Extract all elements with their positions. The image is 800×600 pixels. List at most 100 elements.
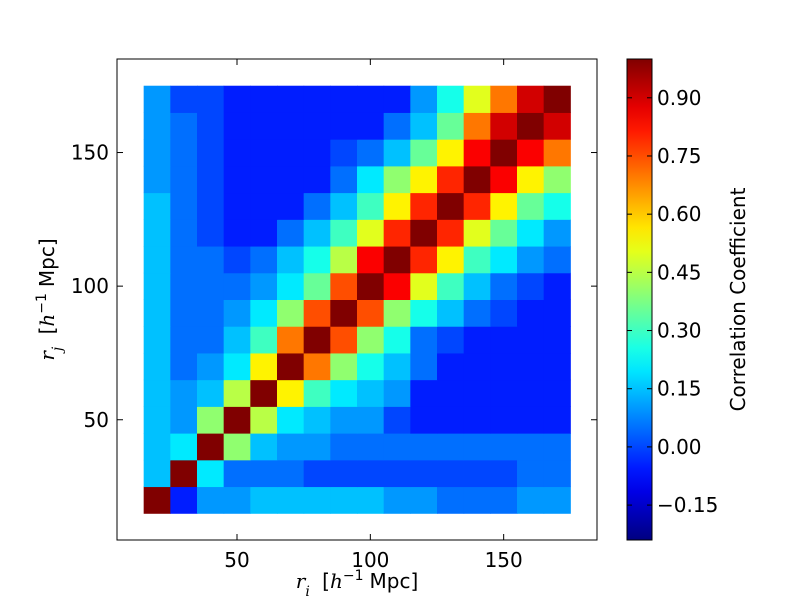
heatmap-cell [197, 459, 225, 488]
heatmap-cell [277, 165, 305, 194]
heatmap-cell [170, 379, 198, 407]
heatmap-cell [383, 406, 411, 434]
heatmap-cell [517, 352, 545, 381]
y-tick-label: 100 [71, 274, 109, 298]
heatmap-cell [223, 246, 251, 274]
heatmap-cell [250, 326, 278, 354]
heatmap-cell [330, 326, 358, 354]
heatmap-cell [543, 379, 571, 407]
heatmap-cell [543, 352, 571, 381]
heatmap-cell [330, 192, 358, 220]
heatmap-cell [543, 486, 571, 514]
heatmap-cell [383, 219, 411, 247]
heatmap-cell [517, 246, 545, 274]
heatmap-cell [410, 459, 438, 488]
heatmap-cell [463, 459, 491, 488]
heatmap-cell [410, 219, 438, 247]
heatmap-cell [170, 85, 198, 113]
heatmap-cell [303, 246, 331, 274]
heatmap-cell [490, 406, 518, 434]
heatmap-cell [490, 246, 518, 274]
heatmap-cell [170, 246, 198, 274]
heatmap-cell [303, 406, 331, 434]
heatmap-cell [463, 112, 491, 140]
heatmap-cell [383, 85, 411, 113]
heatmap-cell [303, 326, 331, 354]
y-tick-label: 150 [71, 141, 109, 165]
heatmap-cell [223, 85, 251, 113]
heatmap-cell [223, 165, 251, 194]
heatmap-cell [437, 192, 465, 220]
heatmap-cell [463, 165, 491, 194]
heatmap-cell [383, 459, 411, 488]
heatmap-cell [223, 112, 251, 140]
heatmap-cell [143, 112, 171, 140]
heatmap-cell [250, 139, 278, 167]
heatmap-cell [250, 219, 278, 247]
heatmap-cell [250, 379, 278, 407]
heatmap-cell [490, 459, 518, 488]
heatmap-cell [543, 246, 571, 274]
plot-frame [116, 58, 598, 541]
heatmap-cell [143, 352, 171, 381]
heatmap-cell [223, 272, 251, 300]
heatmap-cell [170, 352, 198, 381]
heatmap-cell [357, 352, 385, 381]
x-axis-ticks: 50 100 150 [224, 59, 523, 572]
heatmap-cell [357, 85, 385, 113]
heatmap-cell [543, 272, 571, 300]
heatmap-cell [197, 486, 225, 514]
heatmap-cell [463, 139, 491, 167]
heatmap-cell [410, 433, 438, 461]
heatmap-cell [143, 459, 171, 488]
heatmap-cell [357, 486, 385, 514]
colorbar-gradient [626, 58, 653, 541]
heatmap-cell [277, 219, 305, 247]
heatmap-cell [197, 406, 225, 434]
heatmap-cell [277, 85, 305, 113]
heatmap-cell [463, 326, 491, 354]
heatmap-cell [543, 406, 571, 434]
heatmap-cell [437, 85, 465, 113]
heatmap-cell [197, 272, 225, 300]
y-axis-label: rj [h−1Mpc] [34, 238, 66, 360]
heatmap-cell [383, 272, 411, 300]
heatmap-cell [277, 406, 305, 434]
heatmap-cell [357, 379, 385, 407]
heatmap-cell [197, 379, 225, 407]
heatmap-cell [143, 192, 171, 220]
heatmap-cell [490, 85, 518, 113]
heatmap-cell [250, 459, 278, 488]
heatmap-cell [517, 272, 545, 300]
heatmap-cell [410, 165, 438, 194]
heatmap-cell [490, 139, 518, 167]
heatmap-cell [410, 85, 438, 113]
heatmap-cell [410, 406, 438, 434]
heatmap-cell [223, 433, 251, 461]
heatmap-cell [543, 112, 571, 140]
x-axis-label: ri [h−1 Mpc] [296, 568, 419, 600]
y-tick-label: 50 [84, 408, 109, 432]
heatmap-cell [410, 299, 438, 327]
heatmap-cell [223, 219, 251, 247]
heatmap-cell [170, 112, 198, 140]
heatmap-cell [170, 406, 198, 434]
heatmap-cell [250, 299, 278, 327]
heatmap-cell [330, 85, 358, 113]
heatmap-cell [437, 112, 465, 140]
heatmap-cell [197, 326, 225, 354]
heatmap-cell [383, 112, 411, 140]
heatmap-cell [543, 85, 571, 113]
colorbar-tick-label: 0.15 [657, 377, 702, 401]
heatmap-cell [170, 192, 198, 220]
heatmap-cell [170, 272, 198, 300]
heatmap-cell [303, 272, 331, 300]
heatmap-cell [223, 486, 251, 514]
heatmap-cell [437, 165, 465, 194]
heatmap-cell [410, 272, 438, 300]
heatmap-cell [277, 379, 305, 407]
heatmap-cell [463, 272, 491, 300]
heatmap-cell [543, 433, 571, 461]
x-tick-label: 150 [485, 548, 523, 572]
x-tick-label: 100 [351, 548, 389, 572]
